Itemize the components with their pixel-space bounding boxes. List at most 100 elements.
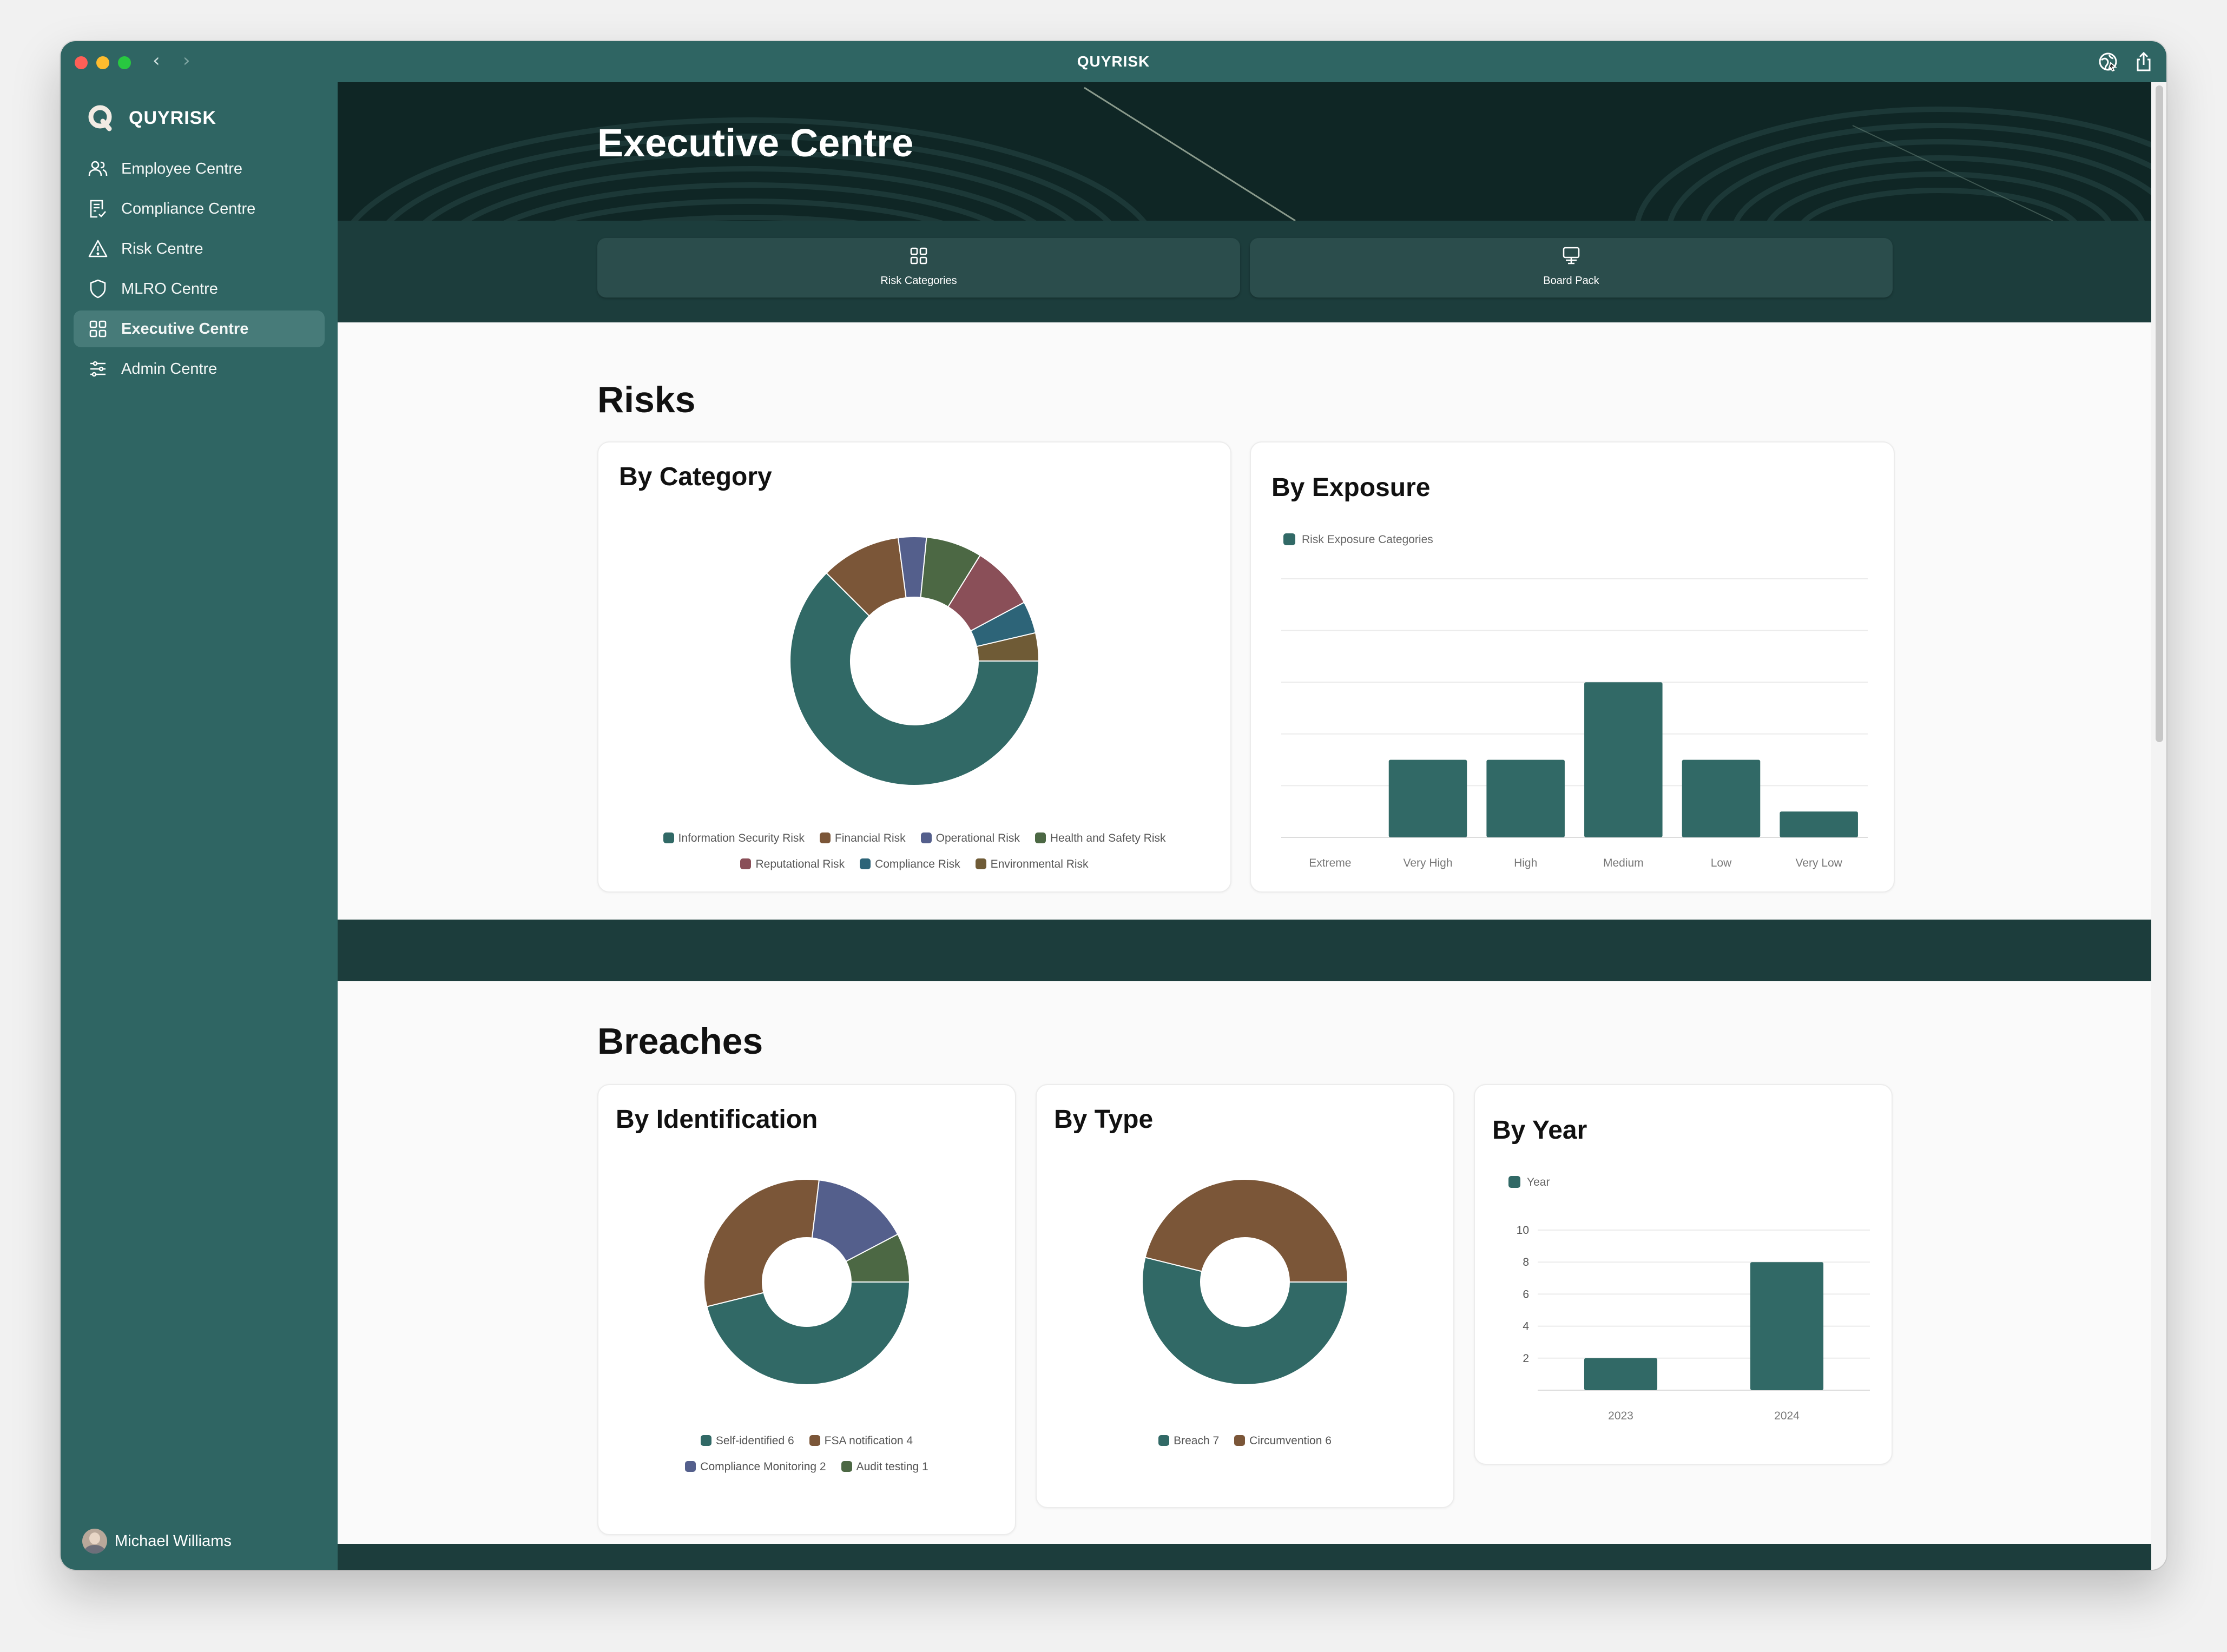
legend-swatch (685, 1461, 696, 1472)
sidebar-item-mlro-centre[interactable]: MLRO Centre (74, 270, 325, 307)
legend-swatch (1283, 533, 1295, 545)
shield-icon (90, 279, 106, 299)
legend-item-operational-risk[interactable]: Operational Risk (920, 825, 1020, 851)
slice-self-identified[interactable] (706, 1281, 911, 1385)
share-icon[interactable] (2134, 51, 2153, 72)
slice-information-security-risk[interactable] (789, 572, 1040, 786)
risk-categories-button[interactable]: Risk Categories (597, 238, 1240, 298)
legend-item-environmental-risk[interactable]: Environmental Risk (975, 851, 1089, 877)
x-tick-label: 2024 (1774, 1410, 1800, 1422)
users-icon (88, 161, 108, 176)
sliders-icon (90, 361, 106, 377)
avatar (82, 1529, 107, 1554)
x-tick-label: Very Low (1795, 857, 1842, 869)
grid-icon (89, 320, 107, 338)
legend-item-health-and-safety-risk[interactable]: Health and Safety Risk (1035, 825, 1165, 851)
brand[interactable]: QUYRISK (87, 102, 216, 134)
close-window-button[interactable] (75, 56, 88, 69)
bar-low[interactable] (1682, 759, 1761, 837)
risks-by-category-card: By Category Information Security Risk Fin… (597, 441, 1231, 893)
legend-label: Compliance Monitoring 2 (700, 1461, 826, 1473)
sidebar-item-label: Admin Centre (121, 360, 218, 378)
action-bar: Risk Categories Board Pack (338, 221, 2151, 322)
board-pack-button[interactable]: Board Pack (1250, 238, 1893, 298)
breaches-by-year-card: By Year Year 2 4 6 8 10 2023 2024 (1474, 1084, 1893, 1465)
scrollbar-thumb[interactable] (2156, 85, 2163, 742)
sidebar-item-risk-centre[interactable]: Risk Centre (74, 230, 325, 267)
legend-swatch (1035, 832, 1046, 843)
legend-item-compliance-monitoring[interactable]: Compliance Monitoring 2 (685, 1454, 826, 1480)
legend-item-circumvention[interactable]: Circumvention 6 (1234, 1428, 1332, 1454)
bar-medium[interactable] (1584, 682, 1663, 837)
bar-very-high[interactable] (1388, 759, 1467, 837)
legend-swatch (809, 1435, 820, 1446)
forward-arrow-icon[interactable]: › (183, 50, 190, 71)
title-bar: ‹ › QUYRISK (61, 41, 2166, 82)
x-tick-label: 2023 (1608, 1410, 1633, 1422)
slice-compliance-monitoring[interactable] (811, 1179, 899, 1263)
zoom-window-button[interactable] (118, 56, 131, 69)
scrollbar[interactable] (2151, 82, 2166, 1570)
bar-very-low[interactable] (1780, 811, 1858, 837)
card-title: By Exposure (1271, 473, 1431, 502)
main-content: Executive Centre Risk Categories Board P… (338, 82, 2151, 1570)
y-tick-label: 10 (1517, 1224, 1529, 1237)
legend-swatch (1508, 1176, 1520, 1188)
user-name: Michael Williams (115, 1532, 232, 1550)
card-title: By Category (619, 462, 772, 491)
legend-item-financial-risk[interactable]: Financial Risk (819, 825, 906, 851)
risks-section-title: Risks (597, 379, 696, 420)
slice-fsa-notification[interactable] (703, 1179, 820, 1307)
presentation-icon (1563, 247, 1580, 265)
card-title: By Year (1492, 1116, 1587, 1145)
slice-circumvention[interactable] (1144, 1179, 1349, 1283)
sidebar-item-employee-centre[interactable]: Employee Centre (74, 150, 325, 187)
legend-item-breach[interactable]: Breach 7 (1158, 1428, 1219, 1454)
slice-breach[interactable] (1142, 1257, 1349, 1385)
bar-2024[interactable] (1750, 1262, 1824, 1390)
slice-environmental-risk[interactable] (976, 632, 1040, 662)
legend-label: Circumvention 6 (1249, 1435, 1332, 1447)
sidebar: QUYRISK Employee Centre Compliance Centr… (61, 82, 338, 1570)
chart-legend: Self-identified 6 FSA notification 4 Compl… (598, 1428, 1015, 1480)
warning-triangle-icon (88, 240, 108, 257)
section-divider (338, 1544, 2151, 1570)
chart-legend: Information Security Risk Financial Risk O… (598, 825, 1230, 877)
sidebar-item-compliance-centre[interactable]: Compliance Centre (74, 190, 325, 227)
legend-label: Environmental Risk (990, 858, 1089, 870)
legend-swatch (860, 858, 871, 869)
card-title: By Type (1054, 1105, 1154, 1134)
slice-audit-testing[interactable] (845, 1233, 911, 1283)
legend-label: Information Security Risk (678, 832, 805, 844)
x-tick-label: Low (1711, 857, 1732, 869)
legend-label: Operational Risk (935, 832, 1020, 844)
y-tick-label: 8 (1523, 1256, 1529, 1268)
legend-item-fsa-notification[interactable]: FSA notification 4 (809, 1428, 913, 1454)
card-title: By Identification (616, 1105, 818, 1134)
chart-legend: Breach 7 Circumvention 6 (1037, 1428, 1453, 1454)
legend-item-compliance-risk[interactable]: Compliance Risk (860, 851, 960, 877)
sidebar-item-executive-centre[interactable]: Executive Centre (74, 310, 325, 347)
document-check-icon (90, 200, 106, 218)
user-profile[interactable]: Michael Williams (82, 1529, 232, 1554)
breach-year-bar-chart: Year 2 4 6 8 10 2023 2024 (1508, 1176, 1870, 1422)
grid-icon (910, 247, 927, 265)
legend-item-audit-testing[interactable]: Audit testing 1 (841, 1454, 928, 1480)
legend-item-information-security-risk[interactable]: Information Security Risk (663, 825, 805, 851)
legend-label: Breach 7 (1174, 1435, 1220, 1447)
legend-label: Financial Risk (834, 832, 906, 844)
back-arrow-icon[interactable]: ‹ (153, 50, 160, 71)
window-title: QUYRISK (1077, 53, 1150, 70)
legend-item-reputational-risk[interactable]: Reputational Risk (740, 851, 845, 877)
legend-item-self-identified[interactable]: Self-identified 6 (700, 1428, 794, 1454)
bar-high[interactable] (1486, 759, 1565, 837)
sidebar-item-admin-centre[interactable]: Admin Centre (74, 351, 325, 387)
bar-2023[interactable] (1584, 1358, 1658, 1390)
sidebar-item-label: Risk Centre (121, 240, 203, 257)
quyrisk-logo-icon (88, 105, 112, 131)
x-tick-label: Medium (1603, 857, 1644, 869)
minimize-window-button[interactable] (96, 56, 109, 69)
x-tick-label: Very High (1403, 857, 1452, 869)
legend-swatch (819, 832, 831, 843)
globe-icon[interactable] (2097, 51, 2119, 72)
